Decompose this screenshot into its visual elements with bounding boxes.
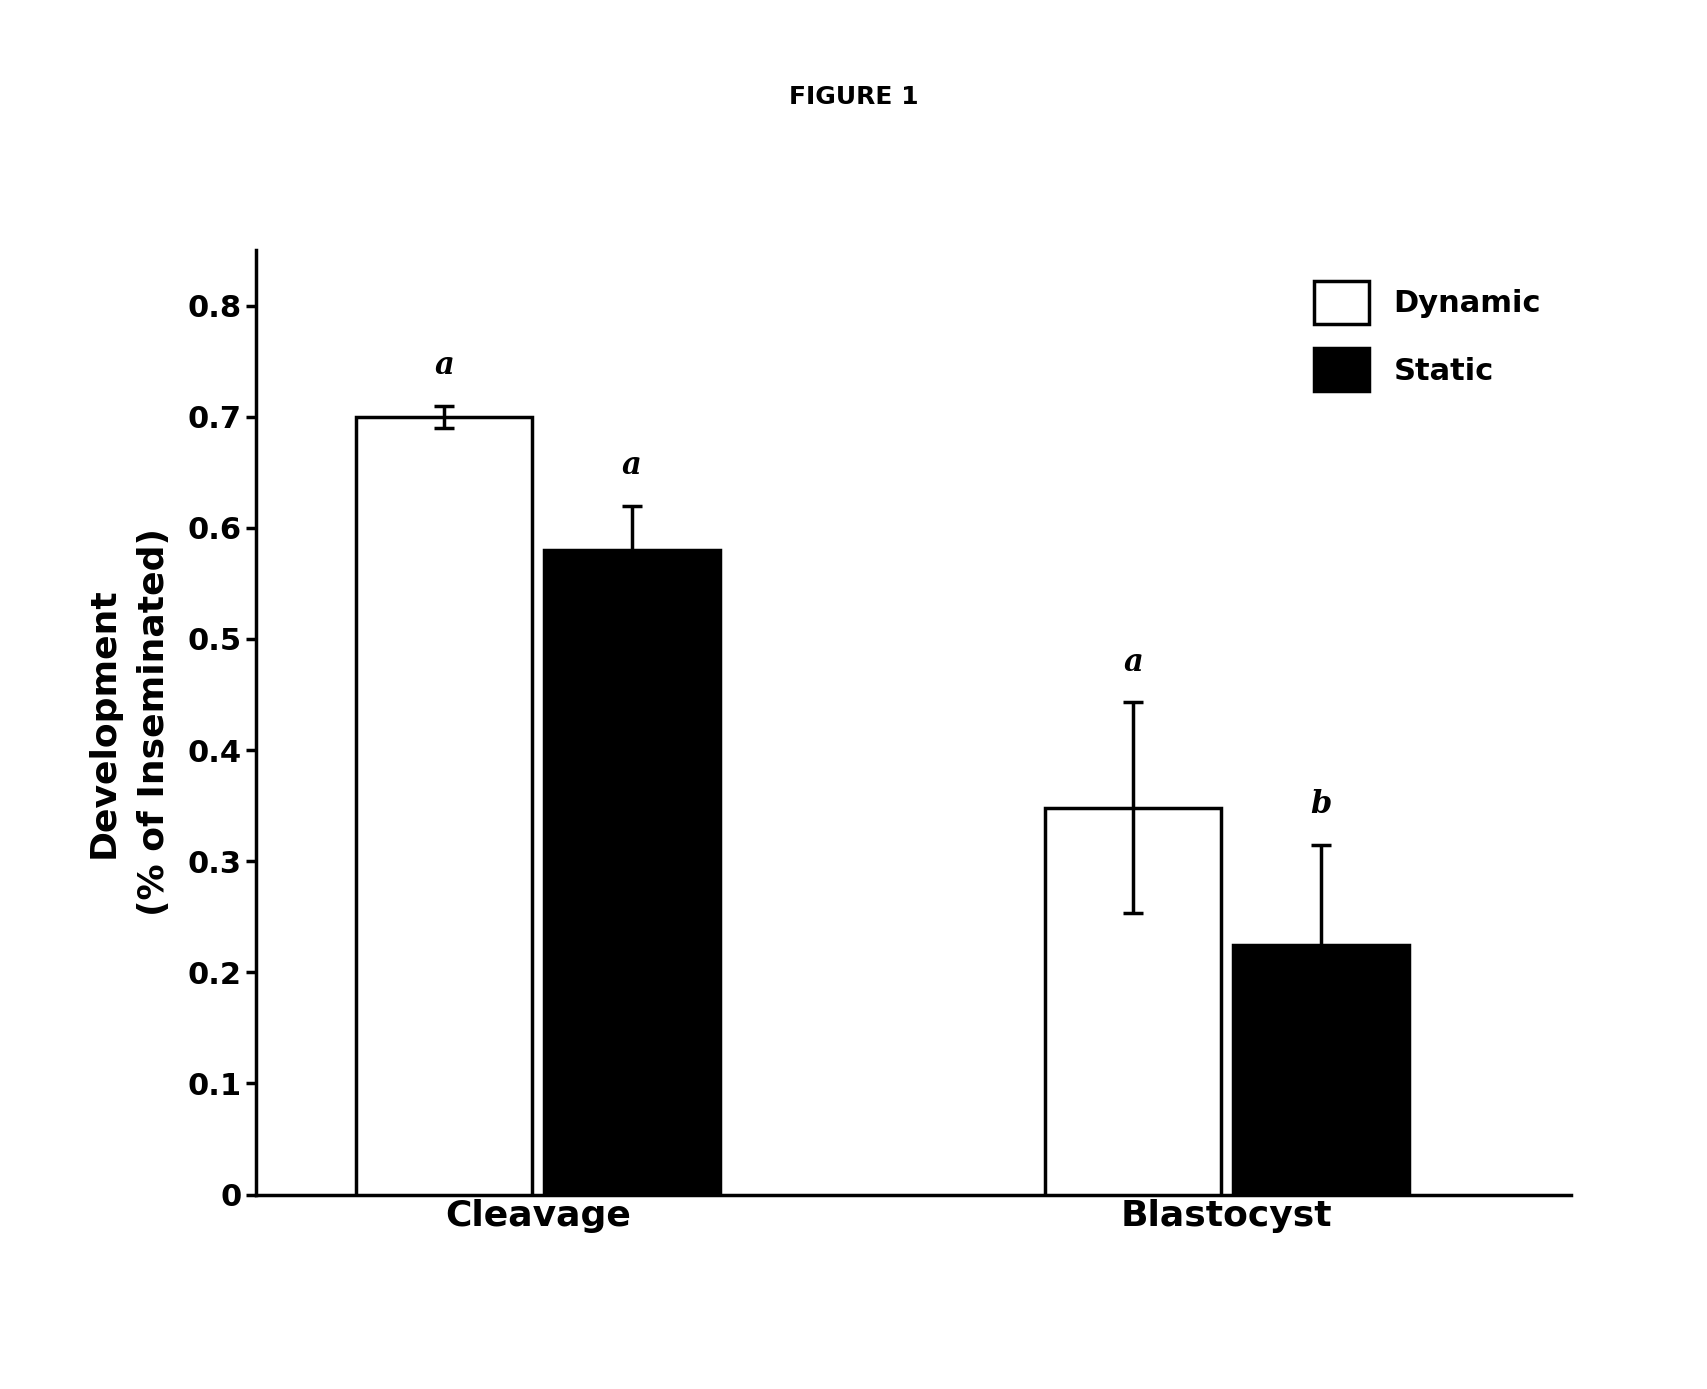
Bar <box>357 417 531 1195</box>
Y-axis label: Development
(% of Inseminated): Development (% of Inseminated) <box>87 528 171 917</box>
Legend: Dynamic, Static: Dynamic, Static <box>1297 265 1555 407</box>
Text: a: a <box>621 450 642 481</box>
Text: a: a <box>434 350 454 381</box>
Text: FIGURE 1: FIGURE 1 <box>789 85 918 110</box>
Bar <box>1045 808 1221 1195</box>
Bar <box>545 550 719 1195</box>
Bar <box>1232 945 1408 1195</box>
Text: a: a <box>1123 647 1142 678</box>
Text: b: b <box>1309 789 1331 820</box>
